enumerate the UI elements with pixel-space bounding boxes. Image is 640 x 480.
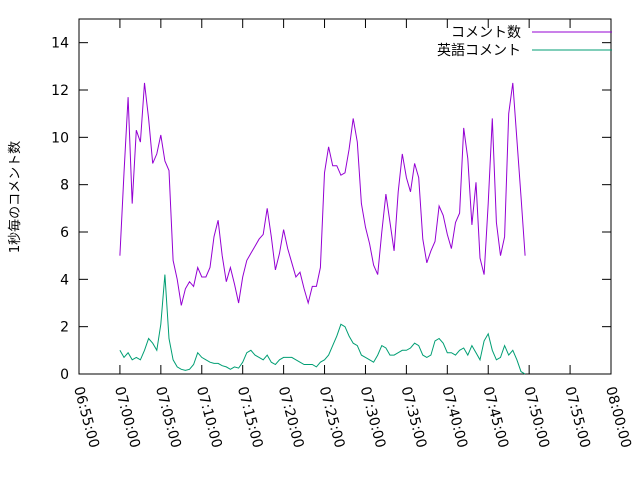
legend-label-1: コメント数: [451, 25, 521, 41]
x-axis: 06:55:00 07:00:00 07:05:00 07:10:00 07:15:00…: [70, 19, 634, 450]
y-tick-label: 4: [60, 272, 69, 288]
series-line-2: [119, 274, 526, 375]
x-tick-label: 07:55:00: [561, 385, 593, 450]
y-tick-label: 6: [60, 225, 69, 241]
x-tick-label: 07:35:00: [398, 385, 430, 450]
y-axis-label: 1秒毎のコメント数: [7, 141, 23, 253]
y-tick-label: 12: [51, 83, 69, 99]
y-tick-label: 14: [51, 36, 69, 52]
y-tick-label: 10: [51, 130, 69, 146]
y-tick-label: 8: [60, 178, 69, 194]
plot-frame: [78, 18, 612, 375]
y-tick-label: 0: [60, 367, 69, 383]
plot-border: [78, 18, 612, 375]
x-tick-label: 07:10:00: [193, 385, 225, 450]
x-tick-label: 07:45:00: [479, 385, 511, 450]
x-tick-label: 07:25:00: [316, 385, 348, 450]
x-tick-label: 07:00:00: [111, 385, 143, 450]
series-line-1: [119, 82, 526, 306]
legend-label-2: 英語コメント: [437, 42, 521, 59]
x-tick-label: 06:55:00: [70, 385, 102, 450]
x-tick-label: 07:40:00: [438, 385, 470, 450]
x-tick-label: 07:05:00: [152, 385, 184, 450]
x-tick-label: 07:30:00: [357, 385, 389, 450]
x-tick-label: 07:20:00: [275, 385, 307, 450]
series-lines: [119, 82, 526, 375]
y-tick-label: 2: [60, 320, 69, 336]
x-tick-label: 07:50:00: [520, 385, 552, 450]
x-tick-label: 08:00:00: [602, 385, 634, 450]
y-axis: 0 2 4 6 8 10 12 14: [51, 36, 611, 383]
x-tick-label: 07:15:00: [234, 385, 266, 450]
